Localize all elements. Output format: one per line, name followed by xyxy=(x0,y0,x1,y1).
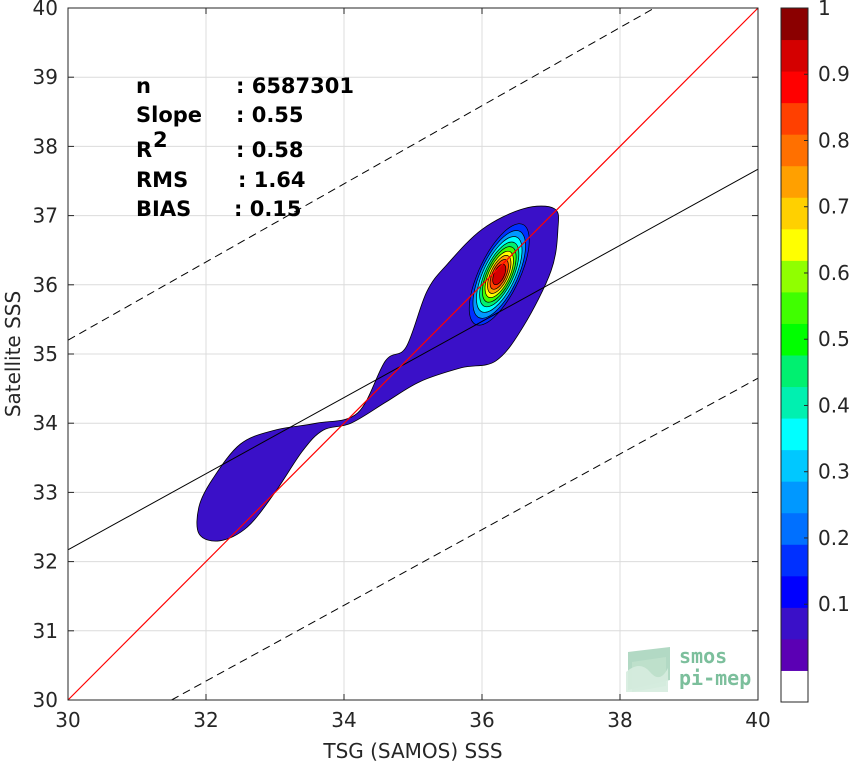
colorbar-segment xyxy=(781,228,808,261)
stat-value-r: : 0.58 xyxy=(236,138,304,162)
logo-text-pimep: pi-mep xyxy=(679,666,751,690)
y-tick-label: 39 xyxy=(33,65,58,89)
y-axis-title: Satellite SSS xyxy=(1,291,25,417)
colorbar-segment xyxy=(781,386,808,419)
logo-text-smos: smos xyxy=(679,644,727,668)
lower-bound-dashed-line xyxy=(171,377,759,701)
colorbar-segment xyxy=(781,39,808,72)
colorbar-segment xyxy=(781,8,808,41)
colorbar-segment xyxy=(781,71,808,104)
stat-label-slope: Slope xyxy=(136,103,202,127)
colorbar-segment xyxy=(781,355,808,388)
colorbar-tick-label: 0.8 xyxy=(818,128,849,152)
colorbar-tick-label: 0.7 xyxy=(818,195,849,219)
stat-label-superscript: 2 xyxy=(153,128,168,152)
colorbar-tick-label: 0.6 xyxy=(818,261,849,285)
plot-area: 30 32 34 36 38 40 30 31 32 33 34 35 36 37 38 39 40 n : 658… xyxy=(33,0,771,732)
colorbar-tick-label: 1 xyxy=(818,0,831,20)
y-tick-label: 37 xyxy=(33,204,58,228)
regression-line xyxy=(67,168,759,551)
colorbar-segment xyxy=(781,323,808,356)
colorbar-segment xyxy=(781,165,808,198)
colorbar-segment xyxy=(781,638,808,671)
stat-value-rms: : 1.64 xyxy=(238,168,306,192)
stat-label-n: n xyxy=(136,74,151,98)
stat-label-bias: BIAS xyxy=(136,197,191,221)
colorbar-segment xyxy=(781,102,808,135)
colorbar-segment xyxy=(781,512,808,545)
x-tick-label: 38 xyxy=(607,708,632,732)
y-tick-label: 31 xyxy=(33,619,58,643)
colorbar: 0.1 0.2 0.3 0.4 0.5 0.6 0.7 0.8 0.9 1 xyxy=(780,0,849,703)
stat-value-bias: : 0.15 xyxy=(234,197,302,221)
y-tick-label: 35 xyxy=(33,342,58,366)
stat-label-r: R xyxy=(136,138,152,162)
colorbar-tick-label: 0.4 xyxy=(818,393,849,417)
x-tick-label: 34 xyxy=(331,708,356,732)
upper-bound-dashed-line xyxy=(67,7,655,341)
colorbar-tick-label: 0.3 xyxy=(818,460,849,484)
density-contour-level-1 xyxy=(196,205,559,542)
x-tick-label: 36 xyxy=(469,708,494,732)
colorbar-tick-label: 0.1 xyxy=(818,592,849,616)
colorbar-segment xyxy=(781,418,808,451)
y-tick-label: 34 xyxy=(33,411,58,435)
colorbar-segment xyxy=(781,575,808,608)
stat-label-rms: RMS xyxy=(136,168,188,192)
y-tick-label: 40 xyxy=(33,0,58,20)
stat-value-n: : 6587301 xyxy=(236,74,354,98)
y-tick-label: 36 xyxy=(33,273,58,297)
logo-icon xyxy=(626,647,670,692)
colorbar-segment xyxy=(781,544,808,577)
colorbar-segment xyxy=(781,481,808,514)
x-axis-title: TSG (SAMOS) SSS xyxy=(322,739,502,763)
colorbar-tick-label: 0.2 xyxy=(818,526,849,550)
one-to-one-line xyxy=(67,7,759,701)
colorbar-segment xyxy=(781,197,808,230)
colorbar-segment xyxy=(781,607,808,640)
y-tick-label: 30 xyxy=(33,688,58,712)
colorbar-segment xyxy=(781,291,808,324)
x-tick-label: 32 xyxy=(193,708,218,732)
colorbar-tick-label: 0.5 xyxy=(818,327,849,351)
colorbar-tick-label: 0.9 xyxy=(818,62,849,86)
density-contour-level-10 xyxy=(492,263,507,286)
y-tick-label: 33 xyxy=(33,480,58,504)
stat-value-slope: : 0.55 xyxy=(236,103,304,127)
y-tick-label: 32 xyxy=(33,550,58,574)
smos-pimep-logo: smos pi-mep xyxy=(626,644,751,692)
x-tick-label: 30 xyxy=(55,708,80,732)
y-tick-label: 38 xyxy=(33,134,58,158)
colorbar-segment xyxy=(781,260,808,293)
x-tick-label: 40 xyxy=(745,708,770,732)
colorbar-segment xyxy=(781,134,808,167)
colorbar-segment xyxy=(781,449,808,482)
colorbar-segment xyxy=(781,670,808,703)
colorbar-frame xyxy=(780,7,809,703)
